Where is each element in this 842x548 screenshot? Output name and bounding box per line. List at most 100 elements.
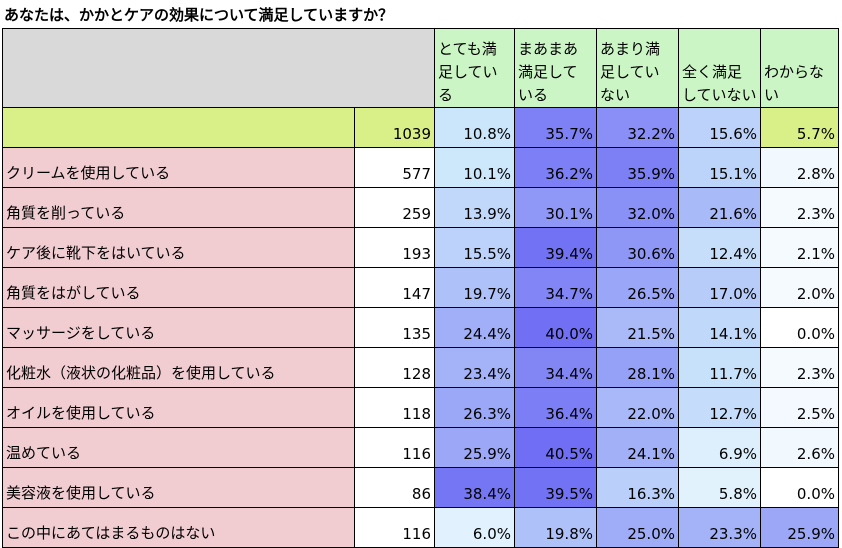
value-cell: 24.4% bbox=[434, 307, 515, 348]
value-cell: 2.1% bbox=[760, 227, 839, 268]
value-cell: 35.9% bbox=[596, 147, 679, 188]
column-header-line: あまり満 bbox=[600, 40, 661, 58]
column-header: とても満 足している bbox=[434, 28, 515, 108]
column-header-line: いる bbox=[518, 86, 549, 104]
column-header-line: していない bbox=[682, 86, 757, 104]
value-cell: 2.6% bbox=[760, 427, 839, 468]
column-header-line: 足してい bbox=[600, 63, 660, 81]
table-body: とても満 足している まあまあ 満足して いる あまり満 足してい ない 全く満足 していない わか… bbox=[2, 28, 839, 548]
row-label: 化粧水（液状の化粧品）を使用している bbox=[2, 347, 355, 388]
value-cell: 25.9% bbox=[434, 427, 515, 468]
value-cell: 21.6% bbox=[678, 187, 761, 228]
value-cell: 30.1% bbox=[514, 187, 597, 228]
value-cell: 30.6% bbox=[596, 227, 679, 268]
table-row: オイルを使用している 118 26.3% 36.4% 22.0% 12.7% 2.5% bbox=[2, 387, 839, 428]
chart-title: あなたは、かかとケアの効果について満足していますか？ bbox=[4, 6, 394, 24]
value-cell: 19.8% bbox=[514, 507, 597, 548]
column-header: あまり満足していない bbox=[596, 28, 679, 108]
value-cell: 23.4% bbox=[434, 347, 515, 388]
value-cell: 25.9% bbox=[760, 507, 839, 548]
column-header: まあまあ満足している bbox=[514, 28, 597, 108]
value-cell: 39.4% bbox=[514, 227, 597, 268]
value-cell: 2.5% bbox=[760, 387, 839, 428]
column-header-line: 満足して bbox=[518, 63, 578, 81]
table-row: 角質をはがしている 147 19.7% 34.7% 26.5% 17.0% 2.0% bbox=[2, 267, 839, 308]
total-row: 1039 10.8% 35.7% 32.2% 15.6% 5.7% bbox=[2, 107, 839, 148]
value-cell: 32.0% bbox=[596, 187, 679, 228]
row-count: 116 bbox=[354, 507, 435, 548]
value-cell: 12.4% bbox=[678, 227, 761, 268]
value-cell: 35.7% bbox=[514, 107, 597, 148]
row-count: 118 bbox=[354, 387, 435, 428]
total-label bbox=[2, 107, 355, 148]
value-cell: 12.7% bbox=[678, 387, 761, 428]
value-cell: 36.2% bbox=[514, 147, 597, 188]
row-count: 259 bbox=[354, 187, 435, 228]
value-cell: 26.3% bbox=[434, 387, 515, 428]
total-count: 1039 bbox=[354, 107, 435, 148]
row-label: オイルを使用している bbox=[2, 387, 355, 428]
value-cell: 2.3% bbox=[760, 347, 839, 388]
column-header: 全く満足 していない bbox=[678, 28, 761, 108]
row-label: ケア後に靴下をはいている bbox=[2, 227, 355, 268]
value-cell: 13.9% bbox=[434, 187, 515, 228]
table-row: マッサージをしている 135 24.4% 40.0% 21.5% 14.1% 0.0% bbox=[2, 307, 839, 348]
value-cell: 34.4% bbox=[514, 347, 597, 388]
table-row: この中にあてはまるものはない 116 6.0% 19.8% 25.0% 23.3% 25.9… bbox=[2, 507, 839, 548]
value-cell: 10.8% bbox=[434, 107, 515, 148]
value-cell: 2.0% bbox=[760, 267, 839, 308]
table-row: 美容液を使用している 86 38.4% 39.5% 16.3% 5.8% 0.0% bbox=[2, 467, 839, 508]
column-header-line: わからない bbox=[764, 63, 825, 104]
row-count: 128 bbox=[354, 347, 435, 388]
value-cell: 32.2% bbox=[596, 107, 679, 148]
row-label: 角質をはがしている bbox=[2, 267, 355, 308]
value-cell: 0.0% bbox=[760, 467, 839, 508]
table-row: 温めている 116 25.9% 40.5% 24.1% 6.9% 2.6% bbox=[2, 427, 839, 468]
row-label: クリームを使用している bbox=[2, 147, 355, 188]
header-corner bbox=[2, 28, 435, 108]
column-header-line: ない bbox=[600, 86, 631, 104]
value-cell: 40.0% bbox=[514, 307, 597, 348]
value-cell: 22.0% bbox=[596, 387, 679, 428]
value-cell: 24.1% bbox=[596, 427, 679, 468]
row-count: 193 bbox=[354, 227, 435, 268]
row-count: 577 bbox=[354, 147, 435, 188]
row-label: 美容液を使用している bbox=[2, 467, 355, 508]
value-cell: 17.0% bbox=[678, 267, 761, 308]
row-count: 135 bbox=[354, 307, 435, 348]
header-row: とても満 足している まあまあ 満足して いる あまり満 足してい ない 全く満足 していない わか… bbox=[2, 28, 839, 108]
value-cell: 15.5% bbox=[434, 227, 515, 268]
value-cell: 25.0% bbox=[596, 507, 679, 548]
value-cell: 10.1% bbox=[434, 147, 515, 188]
value-cell: 5.8% bbox=[678, 467, 761, 508]
value-cell: 38.4% bbox=[434, 467, 515, 508]
value-cell: 28.1% bbox=[596, 347, 679, 388]
value-cell: 14.1% bbox=[678, 307, 761, 348]
value-cell: 23.3% bbox=[678, 507, 761, 548]
column-header-line: まあまあ bbox=[518, 40, 579, 58]
column-header: わからない bbox=[760, 28, 839, 108]
row-count: 116 bbox=[354, 427, 435, 468]
table-row: クリームを使用している 577 10.1% 36.2% 35.9% 15.1% 2.8% bbox=[2, 147, 839, 188]
value-cell: 5.7% bbox=[760, 107, 839, 148]
value-cell: 15.6% bbox=[678, 107, 761, 148]
row-count: 147 bbox=[354, 267, 435, 308]
column-header-line: 全く満足 bbox=[682, 63, 743, 81]
satisfaction-table: とても満 足している まあまあ 満足して いる あまり満 足してい ない 全く満足 していない わか… bbox=[2, 28, 839, 548]
value-cell: 6.9% bbox=[678, 427, 761, 468]
table-row: 角質を削っている 259 13.9% 30.1% 32.0% 21.6% 2.3% bbox=[2, 187, 839, 228]
value-cell: 2.3% bbox=[760, 187, 839, 228]
row-count: 86 bbox=[354, 467, 435, 508]
row-label: この中にあてはまるものはない bbox=[2, 507, 355, 548]
value-cell: 19.7% bbox=[434, 267, 515, 308]
row-label: 温めている bbox=[2, 427, 355, 468]
value-cell: 0.0% bbox=[760, 307, 839, 348]
table-row: 化粧水（液状の化粧品）を使用している 128 23.4% 34.4% 28.1% 11.7… bbox=[2, 347, 839, 388]
value-cell: 6.0% bbox=[434, 507, 515, 548]
column-header-line: 足している bbox=[438, 63, 498, 104]
value-cell: 39.5% bbox=[514, 467, 597, 508]
row-label: マッサージをしている bbox=[2, 307, 355, 348]
value-cell: 16.3% bbox=[596, 467, 679, 508]
value-cell: 15.1% bbox=[678, 147, 761, 188]
value-cell: 26.5% bbox=[596, 267, 679, 308]
